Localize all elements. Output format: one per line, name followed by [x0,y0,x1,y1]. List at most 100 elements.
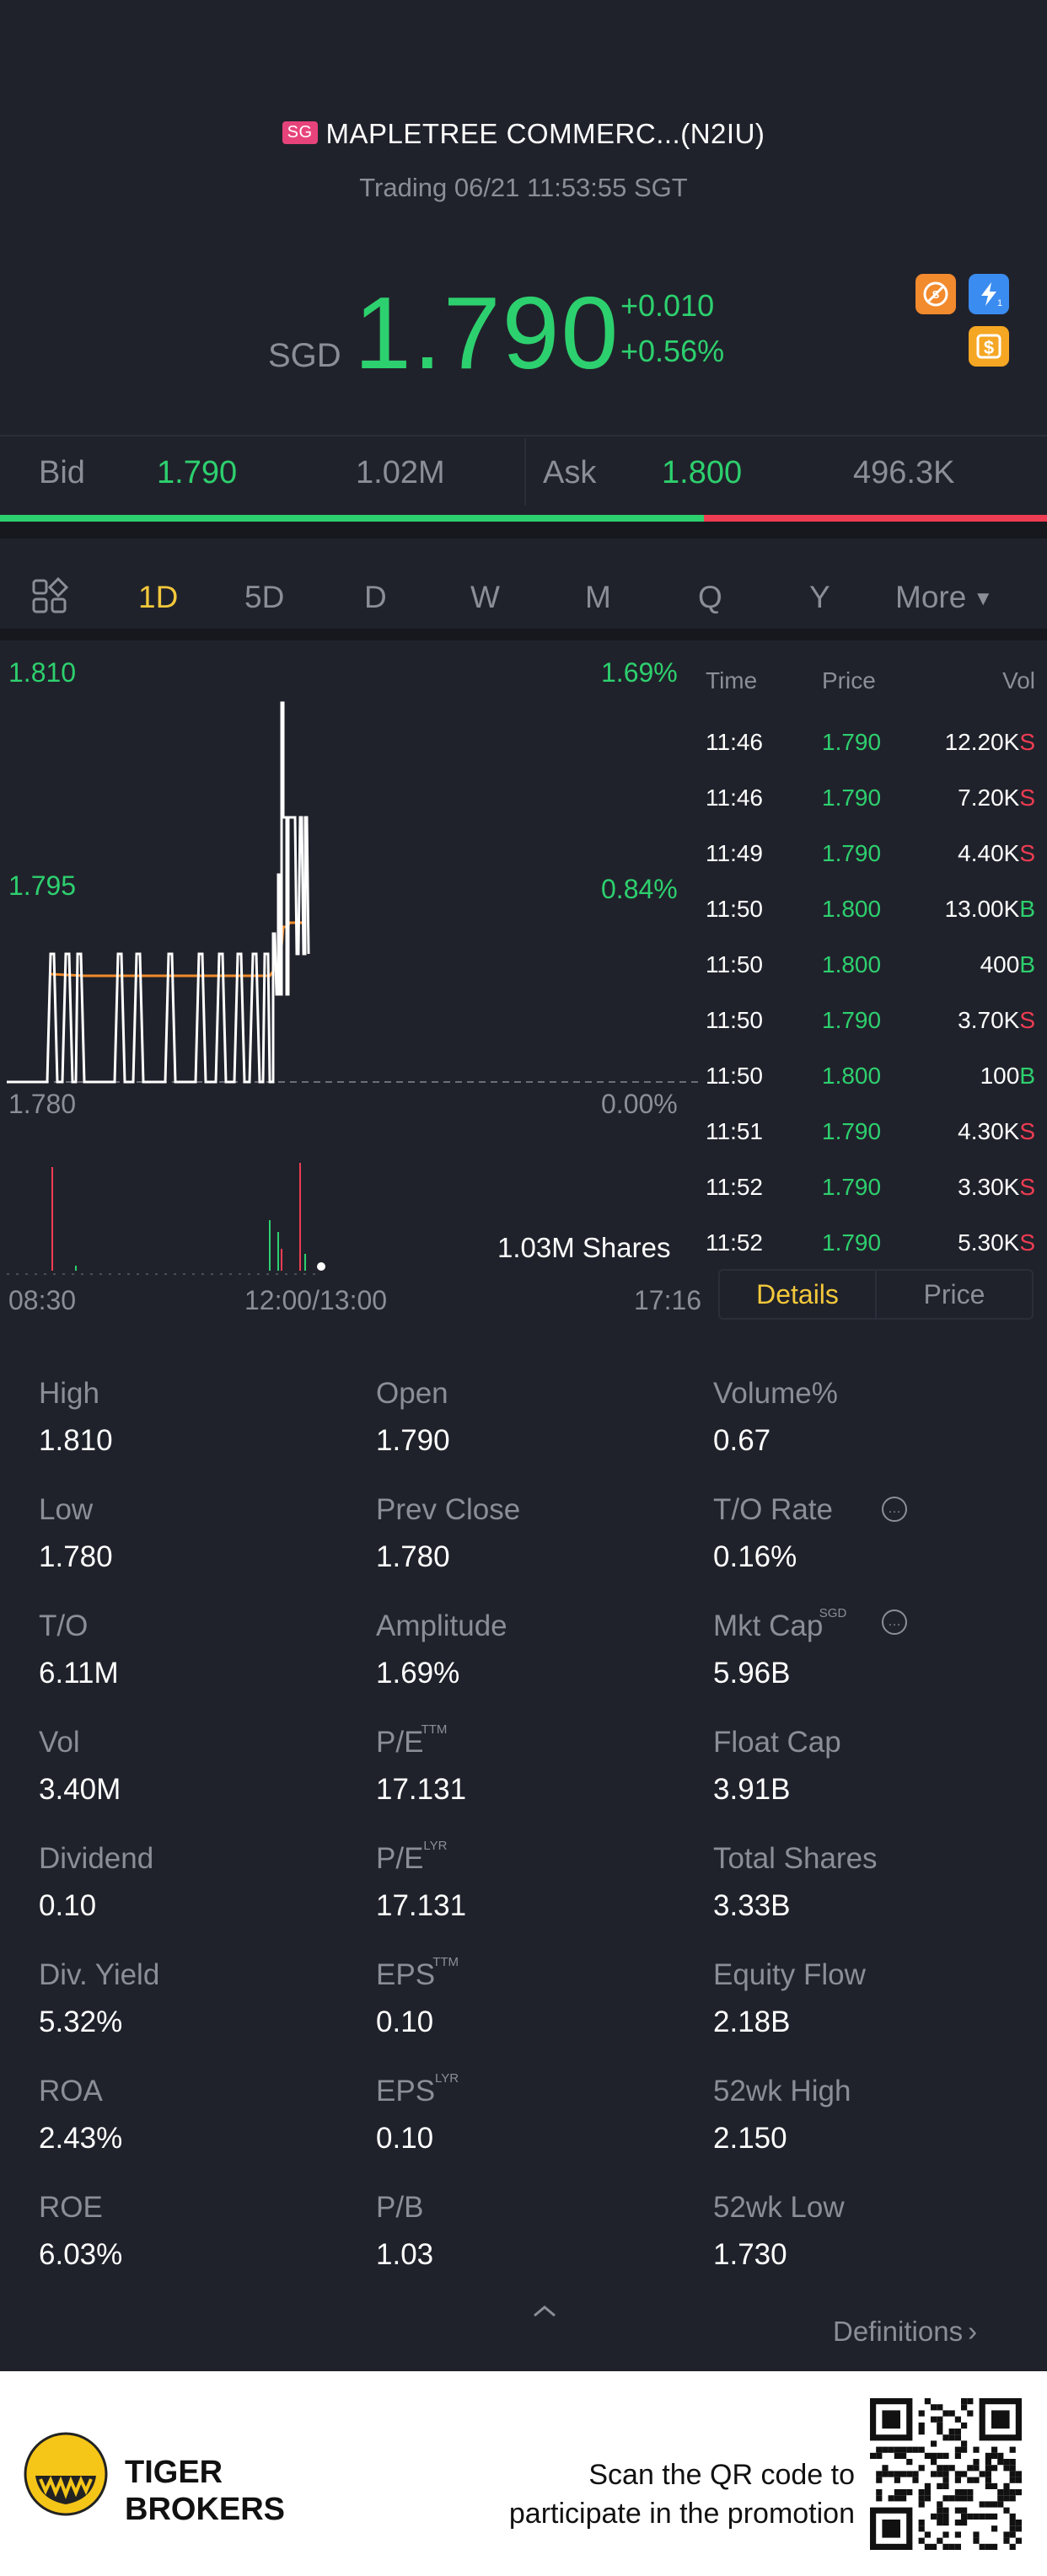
trade-side: B [1019,896,1035,922]
trade-time: 11:52 [706,1229,763,1256]
tab-q[interactable]: Q [698,580,722,614]
stat-label: Prev Close [376,1493,520,1527]
collapse-chevron-icon[interactable] [528,2300,561,2325]
flash-level1-icon[interactable]: 1 [969,274,1009,314]
trade-volume: 12.20KS [945,729,1035,756]
stat-label-text: Float Cap [713,1726,841,1759]
trade-vol-value: 13.00K [944,896,1020,922]
tab-details[interactable]: Details [720,1271,877,1318]
tab-y[interactable]: Y [809,580,830,614]
stat-label: P/E TTM [376,1722,447,1759]
stat-label: ROE [39,2191,103,2225]
dollar-icon[interactable]: $ [969,326,1009,367]
y-axis-bottom: 1.780 [8,1089,77,1119]
layout-grid-icon[interactable] [30,576,69,620]
stat-label-text: EPS [376,1958,436,1991]
stat-value: 1.730 [713,2238,787,2271]
stat-value: 1.03 [376,2238,434,2271]
trade-side: B [1019,951,1035,977]
tab-m[interactable]: M [585,580,611,614]
ask-size: 496.3K [853,455,955,490]
trade-time: 11:49 [706,840,763,866]
stat-label-text: P/B [376,2191,424,2224]
stat-label: Open [376,1377,448,1411]
ask-label: Ask [543,455,597,490]
trade-price: 1.790 [822,1007,882,1033]
trades-header-time: Time [706,667,758,694]
current-marker [317,1262,325,1271]
trades-header-price: Price [822,667,876,694]
trade-side: S [1019,1007,1035,1033]
x-axis-end: 17:16 [634,1285,702,1315]
trade-price: 1.800 [822,1063,882,1089]
stat-label: T/O [39,1609,88,1643]
tab-w[interactable]: W [470,580,500,614]
stat-value: 0.10 [376,2122,434,2155]
tab-more[interactable]: More ▼ [895,580,993,615]
ask-price: 1.800 [662,455,743,490]
divider [524,438,526,506]
currency-label: SGD [268,337,341,374]
trade-time: 11:50 [706,1007,763,1033]
definitions-label: Definitions [833,2316,964,2347]
trade-price: 1.790 [822,840,882,866]
qr-code [870,2398,1022,2554]
price-change: +0.010 [620,288,715,323]
no-shorting-icon[interactable]: S [915,274,956,314]
stat-label: P/B [376,2191,423,2225]
trade-side: S [1019,729,1035,755]
stat-label: Low [39,1493,93,1527]
y-axis-top: 1.810 [8,657,77,688]
bid-ratio-bar [0,515,704,522]
stat-value: 2.43% [39,2122,123,2155]
trade-time: 11:46 [706,729,763,755]
avg-price-line [50,921,305,977]
promo-text: Scan the QR code to participate in the p… [509,2456,855,2533]
volume-label: 1.03M Shares [497,1232,671,1263]
stat-label-text: Vol [39,1726,80,1759]
stat-value: 2.18B [713,2006,791,2038]
intraday-chart[interactable] [0,640,705,1281]
stat-value: 3.40M [39,1773,121,1806]
pct-axis-mid: 0.84% [601,874,678,904]
tab-1d[interactable]: 1D [138,580,179,614]
stat-value: 17.131 [376,1889,467,1922]
dropdown-icon: ▼ [973,587,994,610]
stat-superscript: LYR [423,1839,448,1853]
trade-vol-value: 3.30K [958,1174,1020,1200]
trade-time: 11:51 [706,1118,763,1144]
stat-value: 1.810 [39,1424,113,1457]
stat-label-text: Amplitude [376,1609,507,1642]
definitions-link[interactable]: Definitions › [833,2316,977,2348]
tab-price[interactable]: Price [923,1278,985,1309]
stat-value: 5.32% [39,2006,123,2038]
stat-label: Total Shares [713,1842,878,1876]
trade-volume: 5.30KS [958,1229,1035,1256]
promo-footer: TIGER BROKERS Scan the QR code to partic… [0,2371,1047,2576]
info-icon[interactable]: … [882,1609,907,1635]
spacer [0,1325,1047,1338]
stat-label-text: Equity Flow [713,1958,866,1991]
section-separator [0,629,1047,640]
stat-label: EPS TTM [376,1955,459,1992]
stat-value: 3.33B [713,1889,791,1922]
trade-vol-value: 400 [980,951,1020,977]
pct-axis-bottom: 0.00% [601,1089,678,1119]
stat-label: Dividend [39,1842,153,1876]
tab-d[interactable]: D [364,580,387,614]
stat-value: 2.150 [713,2122,787,2155]
trade-price: 1.790 [822,1229,882,1256]
tab-5d[interactable]: 5D [244,580,285,614]
trade-side: B [1019,1063,1035,1089]
stat-value: 0.10 [376,2006,434,2038]
stat-value: 1.69% [376,1657,460,1690]
stat-value: 0.67 [713,1424,771,1457]
trade-volume: 100B [980,1063,1035,1090]
stat-superscript: TTM [421,1722,448,1737]
stat-value: 17.131 [376,1773,467,1806]
info-icon[interactable]: … [882,1497,907,1522]
stat-label-text: Low [39,1493,94,1526]
stat-label-text: Div. Yield [39,1958,160,1991]
stat-value: 0.10 [39,1889,97,1922]
trade-volume: 3.30KS [958,1174,1035,1201]
